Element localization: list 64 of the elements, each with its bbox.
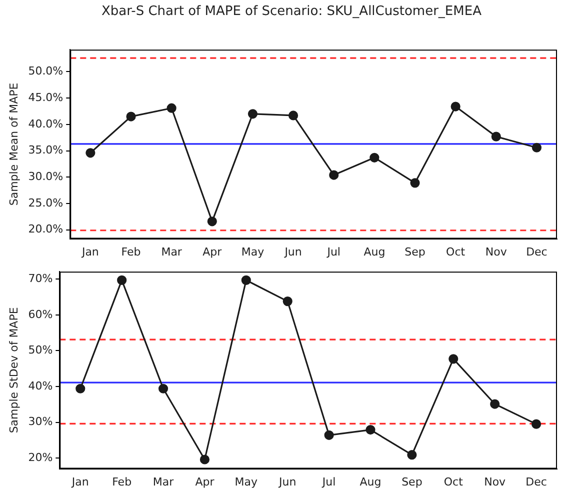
point: [491, 132, 501, 142]
x-tick-label: Dec: [526, 245, 548, 258]
point: [410, 178, 420, 188]
y-tick-label: 60%: [28, 308, 53, 321]
x-tick-label: Jul: [321, 475, 336, 488]
point: [407, 450, 417, 460]
point: [329, 170, 339, 180]
chart-title: Xbar-S Chart of MAPE of Scenario: SKU_AllCustomer_EMEA: [100, 4, 482, 19]
x-tick-label: Feb: [112, 475, 132, 488]
x-tick-label: Jul: [326, 245, 340, 258]
point: [370, 152, 380, 162]
x-tick-label: May: [241, 245, 265, 258]
x-tick-label: Aug: [360, 475, 382, 488]
x-tick-label: Sep: [404, 245, 426, 258]
y-tick-label: 50%: [28, 344, 53, 357]
point: [324, 430, 334, 440]
x-tick-label: Jun: [278, 475, 296, 488]
x-tick-label: Mar: [161, 245, 182, 258]
y-tick-label: 70%: [28, 272, 53, 285]
x-tick-label: Apr: [195, 475, 215, 488]
y-tick-label: 20.0%: [28, 222, 64, 236]
point: [241, 275, 251, 285]
point: [76, 384, 86, 394]
point: [117, 275, 127, 285]
y-axis-title: Sample StDev of MAPE: [7, 307, 20, 434]
x-tick-label: May: [234, 475, 258, 488]
y-tick-label: 40%: [28, 379, 53, 392]
y-tick-label: 45.0%: [28, 90, 64, 104]
x-tick-label: Oct: [446, 245, 466, 258]
x-tick-label: Oct: [444, 475, 464, 488]
x-tick-label: Aug: [364, 245, 386, 258]
x-tick-label: Dec: [526, 475, 547, 488]
y-tick-label: 30%: [28, 415, 53, 428]
y-tick-label: 50.0%: [28, 64, 64, 78]
x-tick-label: Mar: [152, 475, 174, 488]
x-tick-label: Feb: [121, 245, 141, 258]
x-tick-label: Jan: [80, 245, 99, 258]
y-tick-label: 25.0%: [28, 196, 64, 210]
point: [490, 399, 500, 409]
point: [86, 148, 96, 158]
point: [166, 103, 176, 113]
point: [450, 102, 460, 112]
x-tick-label: Jun: [284, 245, 302, 258]
x-tick-label: Apr: [202, 245, 222, 258]
x-tick-label: Jan: [70, 475, 89, 488]
point: [282, 296, 292, 306]
point: [126, 112, 136, 122]
point: [288, 110, 298, 120]
point: [200, 454, 210, 464]
y-tick-label: 35.0%: [28, 144, 64, 157]
point: [207, 216, 217, 226]
point: [366, 424, 376, 435]
y-tick-label: 20%: [28, 450, 53, 464]
y-tick-label: 30.0%: [28, 170, 64, 183]
point: [531, 419, 542, 429]
point: [248, 109, 258, 119]
x-tick-label: Nov: [485, 245, 508, 258]
point: [532, 142, 542, 152]
x-tick-label: Nov: [484, 475, 506, 488]
point: [158, 384, 168, 394]
y-axis-title: Sample Mean of MAPE: [7, 82, 20, 206]
x-tick-label: Sep: [402, 475, 422, 488]
point: [448, 354, 458, 364]
y-tick-label: 40.0%: [28, 117, 64, 130]
